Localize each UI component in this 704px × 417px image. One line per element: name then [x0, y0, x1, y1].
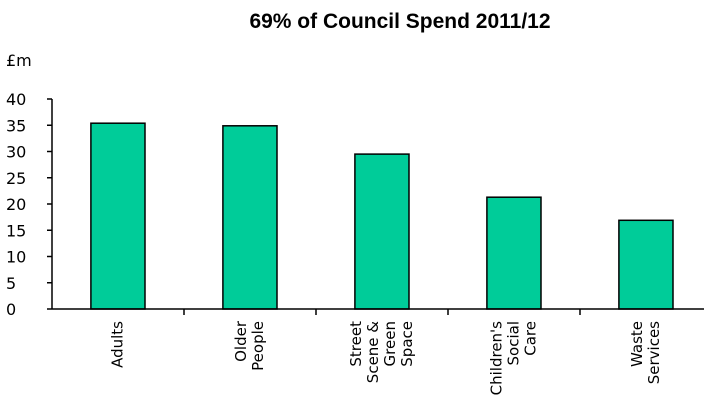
y-tick-label: 15 [6, 221, 26, 240]
y-tick-label: 25 [6, 169, 26, 188]
category-label-2: Street [347, 321, 365, 367]
category-label-3: Children's [488, 321, 506, 396]
category-label-3: Care [522, 321, 540, 356]
bar-1 [222, 125, 278, 310]
category-label-2: Space [398, 321, 416, 367]
category-label-2: Scene & [364, 321, 382, 384]
y-tick-label: 0 [6, 300, 16, 319]
category-label-1: People [249, 321, 267, 371]
chart-title: 69% of Council Spend 2011/12 [249, 10, 550, 33]
category-label-2: Green [381, 321, 399, 366]
y-tick-label: 40 [6, 90, 26, 109]
category-label-3: Social [505, 321, 523, 365]
bar-4 [618, 219, 674, 310]
category-label-4: Waste [628, 321, 646, 367]
y-tick-label: 20 [6, 195, 26, 214]
category-label-0: Adults [109, 321, 127, 368]
y-tick-label: 5 [6, 274, 16, 293]
bar-2 [354, 153, 410, 310]
y-tick-label: 30 [6, 143, 26, 162]
bar-0 [90, 122, 146, 310]
bar-3 [486, 196, 542, 310]
y-tick-label: 35 [6, 116, 26, 135]
y-tick-label: 10 [6, 248, 26, 267]
category-label-1: Older [232, 320, 250, 362]
y-axis-unit: £m [6, 51, 32, 70]
category-label-4: Services [645, 321, 663, 384]
